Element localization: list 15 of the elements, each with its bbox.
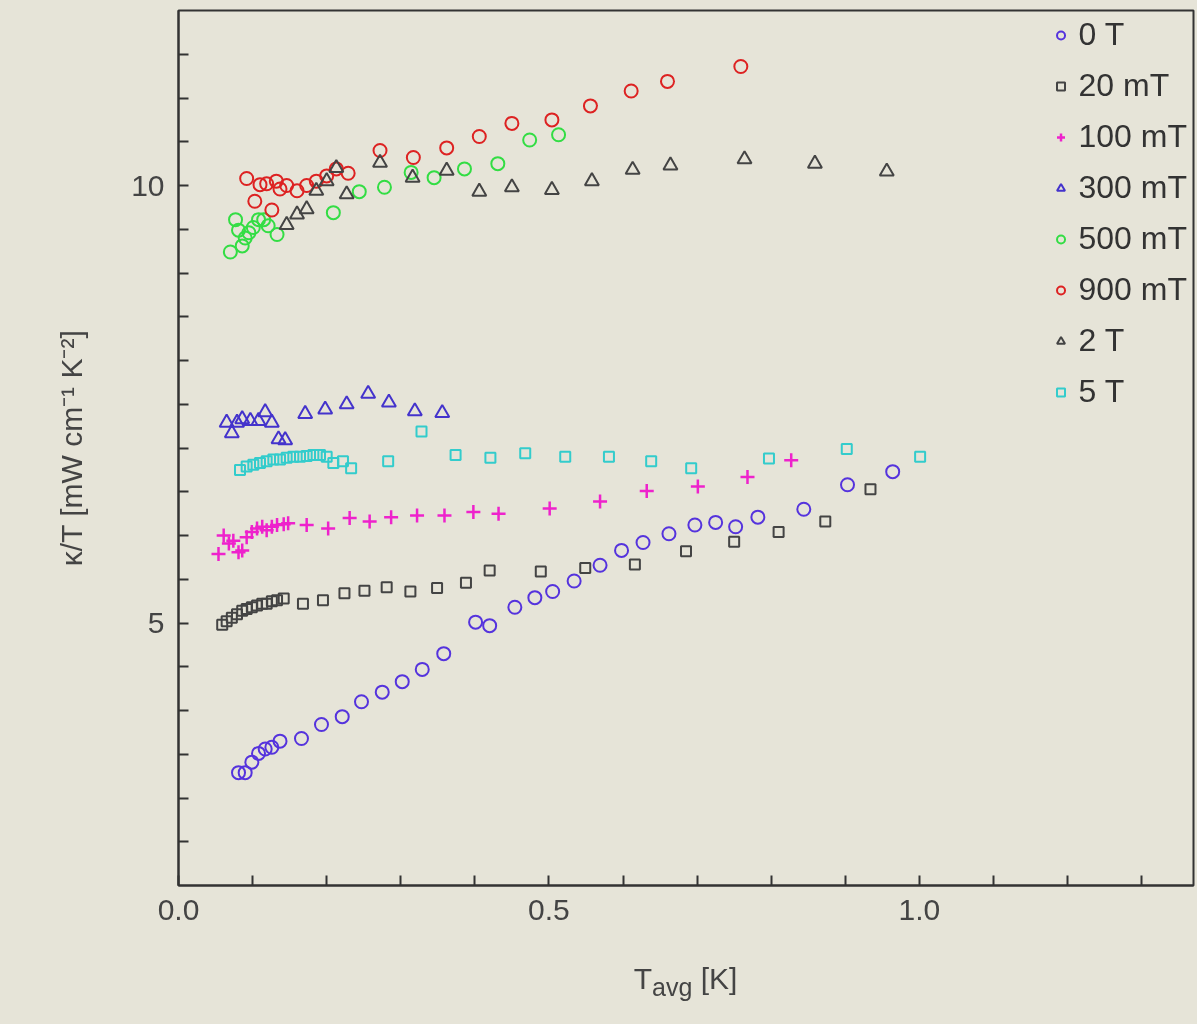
legend-label: 5 T xyxy=(1078,373,1125,410)
x-tick-label: 0.0 xyxy=(157,892,200,926)
y-tick-label: 5 xyxy=(147,606,165,639)
x-axis-title: T$_{avg}$ [K] xyxy=(633,961,738,1003)
legend-label: 300 mT xyxy=(1078,169,1187,206)
legend-label: 100 mT xyxy=(1078,118,1187,155)
legend-label: 2 T xyxy=(1078,322,1125,359)
legend-label: 0 T xyxy=(1078,16,1125,53)
x-tick-label: 1.0 xyxy=(898,892,941,926)
y-axis-title: κ/T [mW cm⁻¹ K⁻²] xyxy=(55,330,89,567)
legend-label: 20 mT xyxy=(1078,67,1170,104)
x-tick-label: 0.5 xyxy=(528,892,570,926)
legend-label: 500 mT xyxy=(1078,220,1187,257)
legend-label: 900 mT xyxy=(1078,271,1187,308)
y-tick-label: 10 xyxy=(131,168,165,202)
